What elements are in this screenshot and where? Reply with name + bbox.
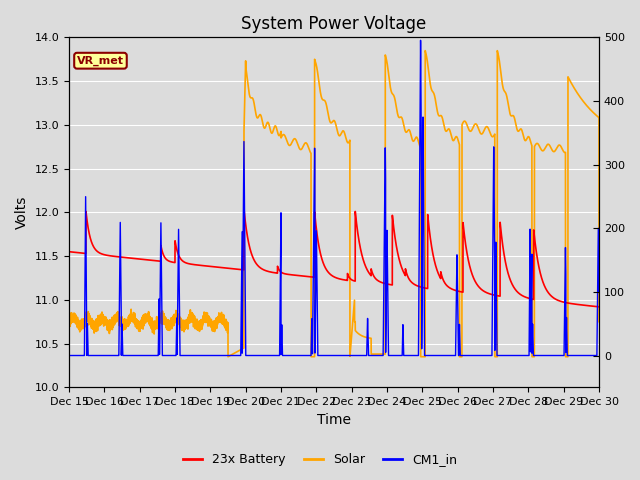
Text: VR_met: VR_met — [77, 56, 124, 66]
Y-axis label: Volts: Volts — [15, 196, 29, 229]
Title: System Power Voltage: System Power Voltage — [241, 15, 427, 33]
X-axis label: Time: Time — [317, 413, 351, 427]
Legend: 23x Battery, Solar, CM1_in: 23x Battery, Solar, CM1_in — [178, 448, 462, 471]
